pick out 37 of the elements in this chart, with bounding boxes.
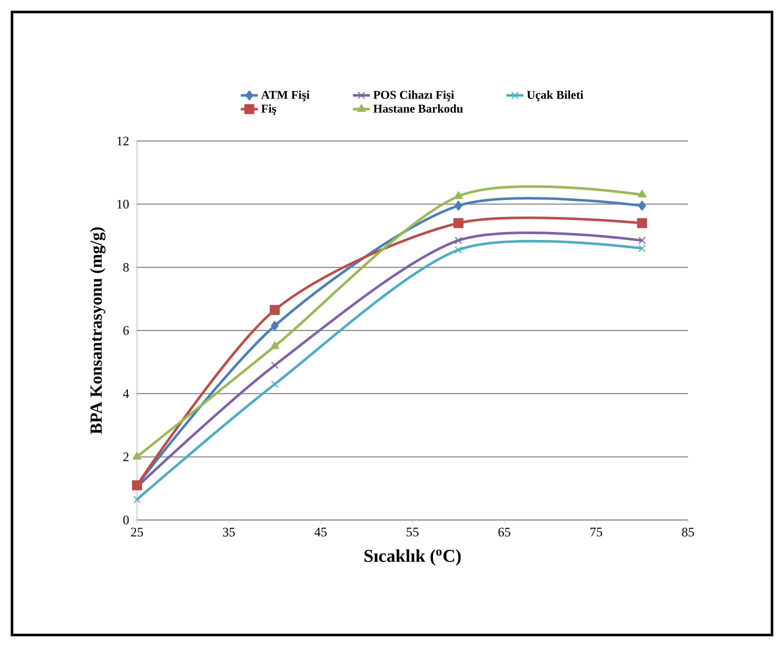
point xyxy=(271,380,278,388)
y-tick-label: 4 xyxy=(123,389,130,398)
y-tick-label: 2 xyxy=(123,452,129,462)
y-tick-label: 6 xyxy=(123,326,129,335)
legend-label: Uçak Bileti xyxy=(526,90,584,102)
point xyxy=(638,236,646,244)
y-tick-label: 12 xyxy=(117,136,129,146)
x-tick-label: 45 xyxy=(314,528,327,536)
y-tick-label: 0 xyxy=(123,516,129,524)
y-tick-label: 10 xyxy=(117,200,129,209)
point xyxy=(133,496,141,504)
point xyxy=(638,200,646,211)
x-tick-label: 75 xyxy=(590,528,602,536)
x-tick-label: 55 xyxy=(406,528,418,536)
x-tick-label: 25 xyxy=(131,528,143,536)
x-tick-label: 35 xyxy=(222,528,235,536)
point xyxy=(637,218,648,228)
point xyxy=(270,320,279,331)
legend-label: POS Cihazı Fişi xyxy=(373,90,454,102)
point xyxy=(453,218,464,228)
point xyxy=(454,200,462,211)
point xyxy=(638,244,646,252)
point xyxy=(454,191,463,199)
point xyxy=(454,246,462,254)
y-axis-title: BPA Konsantrasyonu (mg/g) xyxy=(90,227,106,434)
point xyxy=(270,304,280,315)
x-tick-label: 65 xyxy=(498,528,510,536)
point xyxy=(454,236,462,244)
x-tick-label: 85 xyxy=(682,528,694,536)
legend-label: Fiş xyxy=(261,104,276,116)
legend-label: Hastane Barkodu xyxy=(373,104,463,113)
legend-label: ATM Fişi xyxy=(261,90,310,102)
point xyxy=(132,452,142,460)
y-tick-label: 8 xyxy=(123,262,129,272)
point xyxy=(638,190,646,198)
x-axis-title: Sıcaklık ($^{o}$C) xyxy=(364,549,461,566)
point xyxy=(270,341,280,350)
